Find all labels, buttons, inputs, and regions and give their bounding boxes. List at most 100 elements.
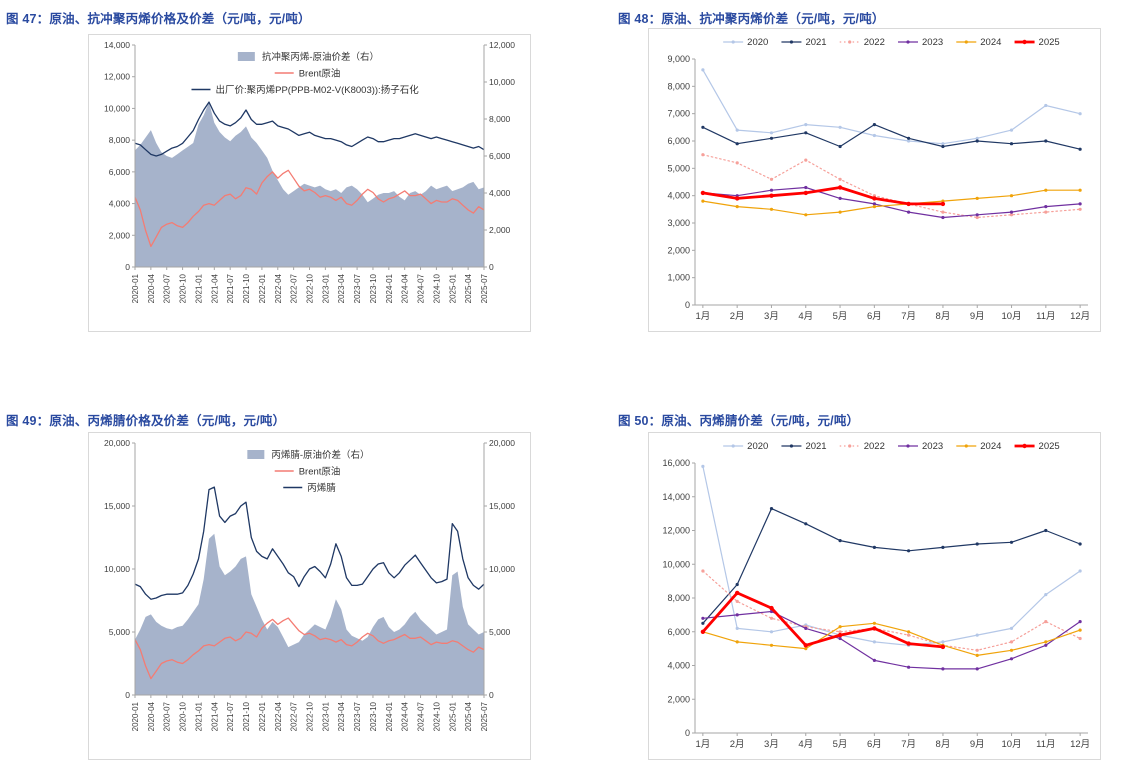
svg-text:2025-07: 2025-07 [480,273,489,303]
svg-text:5,000: 5,000 [667,163,690,173]
svg-text:2020-01: 2020-01 [131,273,140,303]
svg-text:4月: 4月 [798,311,813,322]
svg-text:11月: 11月 [1036,311,1055,322]
svg-text:4,000: 4,000 [667,661,690,671]
svg-text:0: 0 [489,262,494,272]
svg-text:出厂价:聚丙烯PP(PPB-M02-V(K8003)):扬子: 出厂价:聚丙烯PP(PPB-M02-V(K8003)):扬子石化 [215,84,419,96]
svg-text:2025: 2025 [1039,441,1060,452]
svg-text:6,000: 6,000 [667,627,690,637]
svg-text:20,000: 20,000 [104,438,130,448]
svg-text:10,000: 10,000 [489,77,515,87]
svg-text:2022-04: 2022-04 [274,701,283,731]
svg-text:15,000: 15,000 [104,501,130,511]
svg-text:5,000: 5,000 [489,627,511,637]
svg-text:7,000: 7,000 [667,109,690,119]
svg-text:2025-04: 2025-04 [464,701,473,731]
svg-text:2023: 2023 [922,441,943,452]
svg-text:2月: 2月 [730,739,745,750]
svg-text:2021-10: 2021-10 [242,701,251,731]
svg-text:抗冲聚丙烯-原油价差（右）: 抗冲聚丙烯-原油价差（右） [262,51,379,63]
svg-text:1,000: 1,000 [667,273,690,283]
svg-text:10月: 10月 [1002,311,1022,322]
svg-text:2,000: 2,000 [489,225,511,235]
figure-47-chart-canvas: 0 2,000 4,000 6,000 8,000 10,000 12,000 14,000 0… [104,40,515,303]
svg-text:2024-10: 2024-10 [432,273,441,303]
svg-text:10,000: 10,000 [104,564,130,574]
svg-text:7月: 7月 [901,739,916,750]
svg-text:5月: 5月 [833,739,848,750]
svg-text:2020-07: 2020-07 [163,273,172,303]
svg-text:14,000: 14,000 [662,492,690,502]
svg-text:2023-01: 2023-01 [321,273,330,303]
svg-text:2021-07: 2021-07 [226,273,235,303]
svg-text:2022: 2022 [864,441,885,452]
svg-text:10,000: 10,000 [104,103,130,113]
svg-text:3月: 3月 [764,739,779,750]
svg-text:2024: 2024 [980,441,1001,452]
svg-text:12,000: 12,000 [489,40,515,50]
svg-text:2023-01: 2023-01 [321,701,330,731]
svg-text:5月: 5月 [833,311,848,322]
figure-49-title: 图 49：原油、丙烯腈价格及价差（元/吨，元/吨） [6,414,286,428]
svg-text:2023-04: 2023-04 [337,701,346,731]
svg-text:8,000: 8,000 [667,81,690,91]
svg-text:12月: 12月 [1070,311,1090,322]
svg-text:2023-07: 2023-07 [353,701,362,731]
svg-text:2024-07: 2024-07 [417,701,426,731]
svg-text:7月: 7月 [901,311,916,322]
svg-text:2020-04: 2020-04 [147,701,156,731]
svg-text:2024-07: 2024-07 [417,273,426,303]
svg-text:2020-04: 2020-04 [147,273,156,303]
figure-49-chart: 0 5,000 10,000 15,000 20,000 0 5,000 10,000 15,0… [88,432,531,760]
svg-text:2024-10: 2024-10 [432,701,441,731]
figure-47-chart: 0 2,000 4,000 6,000 8,000 10,000 12,000 14,000 0… [88,34,531,332]
svg-text:2020: 2020 [747,441,768,452]
svg-text:2021-01: 2021-01 [194,701,203,731]
svg-text:2021: 2021 [805,37,826,48]
svg-text:2,000: 2,000 [109,230,131,240]
chart-legend: 抗冲聚丙烯-原油价差（右） Brent原油出厂价:聚丙烯PP(PPB-M02-V(… [191,51,419,96]
svg-text:2020-07: 2020-07 [163,701,172,731]
svg-text:4,000: 4,000 [489,188,511,198]
svg-text:9月: 9月 [970,311,985,322]
svg-text:6,000: 6,000 [489,151,511,161]
svg-text:2020: 2020 [747,37,768,48]
svg-text:12,000: 12,000 [662,526,690,536]
svg-text:2021-10: 2021-10 [242,273,251,303]
svg-text:12,000: 12,000 [104,72,130,82]
svg-text:2月: 2月 [730,311,745,322]
svg-text:2023-10: 2023-10 [369,273,378,303]
svg-text:2023-04: 2023-04 [337,273,346,303]
svg-text:0: 0 [685,728,690,738]
svg-text:0: 0 [489,690,494,700]
svg-text:0: 0 [125,262,130,272]
svg-text:14,000: 14,000 [104,40,130,50]
svg-text:2023-10: 2023-10 [369,701,378,731]
svg-text:2022-04: 2022-04 [274,273,283,303]
svg-text:4月: 4月 [798,739,813,750]
svg-text:2024-04: 2024-04 [401,273,410,303]
svg-text:2020-01: 2020-01 [131,701,140,731]
svg-text:2023-07: 2023-07 [353,273,362,303]
svg-text:1月: 1月 [695,739,710,750]
svg-text:5,000: 5,000 [109,627,131,637]
svg-text:1月: 1月 [695,311,710,322]
svg-text:2021-04: 2021-04 [210,273,219,303]
svg-text:2,000: 2,000 [667,245,690,255]
svg-text:2022-10: 2022-10 [306,273,315,303]
svg-text:2021-01: 2021-01 [194,273,203,303]
svg-text:2024-01: 2024-01 [385,701,394,731]
svg-text:6月: 6月 [867,311,882,322]
chart-legend: 2020 2021 2022 2023 2024 2025 [723,441,1060,452]
svg-text:2025-01: 2025-01 [448,701,457,731]
svg-text:9月: 9月 [970,739,985,750]
svg-text:2024: 2024 [980,37,1001,48]
figure-47-title: 图 47：原油、抗冲聚丙烯价格及价差（元/吨，元/吨） [6,12,311,26]
svg-text:8月: 8月 [936,739,951,750]
svg-text:2025-04: 2025-04 [464,273,473,303]
svg-text:4,000: 4,000 [667,191,690,201]
svg-text:2025-07: 2025-07 [480,701,489,731]
figure-49-chart-canvas: 0 5,000 10,000 15,000 20,000 0 5,000 10,000 15,0… [104,438,515,731]
